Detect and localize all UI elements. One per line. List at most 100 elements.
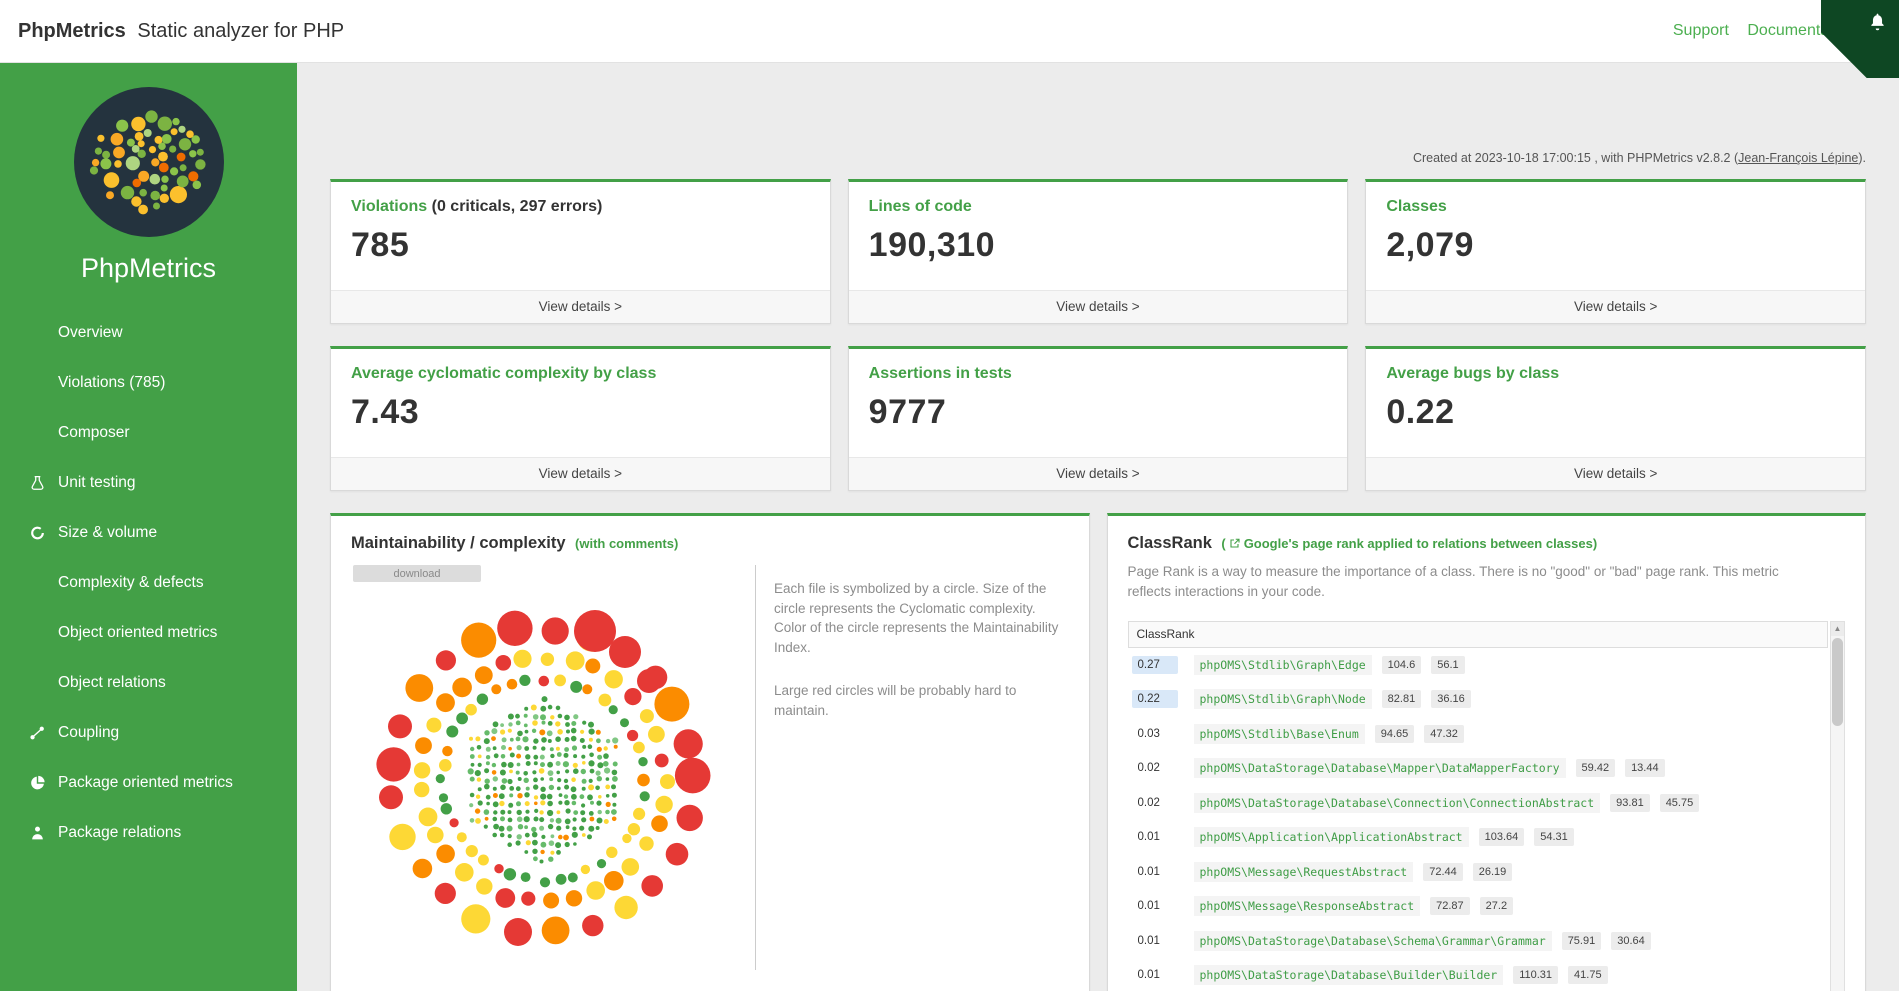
metric-chip: 41.75: [1568, 966, 1608, 985]
stat-value: 2,079: [1386, 226, 1474, 264]
stat-card-assertions-in-tests: Assertions in tests 9777 View details >: [847, 346, 1349, 491]
sidebar-item-overview[interactable]: Overview: [58, 324, 123, 341]
metric-chip: 26.19: [1472, 862, 1513, 881]
author-link[interactable]: Jean-François Lépine: [1738, 151, 1859, 165]
classrank-rank: 0.01: [1137, 900, 1160, 913]
sidebar-item-coupling[interactable]: Coupling: [0, 708, 297, 758]
metric-chip: 103.64: [1478, 828, 1525, 847]
classrank-subtitle: (Google's page rank applied to relations…: [1221, 536, 1598, 551]
maintainability-card: Maintainability / complexity (with comme…: [330, 513, 1090, 991]
view-details-link[interactable]: View details >: [331, 290, 830, 323]
stat-card-avg-bugs: Average bugs by class 0.22 View details …: [1365, 346, 1866, 491]
metric-chip: 45.75: [1659, 793, 1700, 812]
classrank-rank: 0.01: [1137, 934, 1160, 947]
view-details-link[interactable]: View details >: [1366, 457, 1865, 490]
maintainability-description: Each file is symbolized by a circle. Siz…: [755, 565, 1077, 970]
classrank-class-link[interactable]: phpOMS\DataStorage\Database\Connection\C…: [1193, 792, 1601, 813]
table-row: 0.27 phpOMS\Stdlib\Graph\Edge 104.6 56.1: [1128, 648, 1829, 683]
metric-chip: 36.16: [1431, 690, 1471, 709]
scroll-thumb[interactable]: [1832, 637, 1843, 726]
table-row: 0.22 phpOMS\Stdlib\Graph\Node 82.81 36.1…: [1128, 682, 1829, 717]
sidebar: PhpMetrics Overview Violations (785) Com…: [0, 63, 297, 991]
classrank-rank: 0.03: [1137, 727, 1160, 740]
sidebar-item-package-oriented-metrics[interactable]: Package oriented metrics: [0, 758, 297, 808]
table-scrollbar[interactable]: ▲: [1830, 620, 1845, 991]
stat-value: 9777: [868, 393, 947, 431]
classrank-rank: 0.22: [1131, 690, 1178, 709]
metric-chip: 94.65: [1374, 724, 1415, 743]
classrank-class-link[interactable]: phpOMS\Stdlib\Graph\Node: [1193, 689, 1372, 710]
stat-value: 190,310: [868, 226, 996, 264]
stat-card-avg-cyclomatic-complexity: Average cyclomatic complexity by class 7…: [330, 346, 831, 491]
brand-subtitle: Static analyzer for PHP: [137, 19, 345, 42]
stat-card-lines-of-code: Lines of code 190,310 View details >: [847, 179, 1349, 324]
main-content: Created at 2023-10-18 17:00:15 , with PH…: [297, 63, 1899, 991]
view-details-link[interactable]: View details >: [331, 457, 830, 490]
maintainability-chart[interactable]: [353, 585, 733, 970]
classrank-rank: 0.01: [1137, 969, 1160, 982]
sidebar-item-unit-testing[interactable]: Unit testing: [0, 458, 297, 508]
stat-cards: Violations (0 criticals, 297 errors) 785…: [330, 179, 1866, 491]
sidebar-item-size-volume[interactable]: Size & volume: [0, 508, 297, 558]
classrank-rank: 0.01: [1137, 865, 1160, 878]
classrank-class-link[interactable]: phpOMS\DataStorage\Database\Schema\Gramm…: [1193, 930, 1552, 951]
scroll-up-button[interactable]: ▲: [1831, 621, 1844, 636]
donut-icon: [29, 525, 46, 542]
classrank-card: ClassRank (Google's page rank applied to…: [1106, 513, 1866, 991]
classrank-class-link[interactable]: phpOMS\Stdlib\Graph\Edge: [1193, 654, 1372, 675]
bottom-panels: Maintainability / complexity (with comme…: [330, 513, 1866, 991]
classrank-class-link[interactable]: phpOMS\DataStorage\Database\Builder\Buil…: [1193, 965, 1504, 986]
created-at: Created at 2023-10-18 17:00:15 , with PH…: [330, 63, 1866, 165]
view-details-link[interactable]: View details >: [848, 457, 1348, 490]
classrank-subtitle-link[interactable]: Google's page rank applied to relations …: [1243, 536, 1593, 551]
stat-card-classes: Classes 2,079 View details >: [1365, 179, 1866, 324]
table-row: 0.01 phpOMS\Message\RequestAbstract 72.4…: [1128, 855, 1829, 890]
classrank-description: Page Rank is a way to measure the import…: [1127, 564, 1779, 600]
sidebar-item-complexity-defects[interactable]: Complexity & defects: [58, 574, 204, 591]
metric-chip: 13.44: [1625, 759, 1665, 778]
stat-title: Violations (0 criticals, 297 errors): [351, 198, 603, 215]
corner-ribbon[interactable]: [1821, 0, 1899, 78]
logo[interactable]: [73, 87, 224, 237]
sidebar-item-object-relations[interactable]: Object relations: [58, 674, 166, 691]
table-row: 0.03 phpOMS\Stdlib\Base\Enum 94.65 47.32: [1128, 717, 1829, 752]
maintainability-desc-1: Each file is symbolized by a circle. Siz…: [774, 581, 1059, 655]
classrank-rank: 0.01: [1137, 831, 1160, 844]
classrank-title: ClassRank: [1127, 534, 1212, 552]
metric-chip: 54.31: [1534, 828, 1574, 847]
table-row: 0.01 phpOMS\Message\ResponseAbstract 72.…: [1128, 889, 1829, 924]
metric-chip: 47.32: [1424, 724, 1464, 743]
classrank-class-link[interactable]: phpOMS\Message\RequestAbstract: [1193, 861, 1414, 882]
sidebar-menu: Overview Violations (785) Composer Unit …: [0, 308, 297, 858]
metric-chip: 75.91: [1561, 931, 1602, 950]
metric-chip: 56.1: [1431, 655, 1465, 674]
view-details-link[interactable]: View details >: [848, 290, 1348, 323]
maintainability-desc-2: Large red circles will be probably hard …: [774, 683, 1017, 718]
metric-chip: 82.81: [1381, 690, 1422, 709]
classrank-class-link[interactable]: phpOMS\Stdlib\Base\Enum: [1193, 723, 1365, 744]
stat-title: Lines of code: [868, 198, 972, 215]
stat-value: 0.22: [1386, 393, 1455, 431]
sidebar-item-composer[interactable]: Composer: [58, 424, 130, 441]
sidebar-item-object-oriented-metrics[interactable]: Object oriented metrics: [58, 624, 218, 641]
logo-bubbles: [89, 110, 206, 215]
classrank-class-link[interactable]: phpOMS\DataStorage\Database\Mapper\DataM…: [1193, 758, 1566, 779]
classrank-class-link[interactable]: phpOMS\Application\ApplicationAbstract: [1193, 827, 1469, 848]
classrank-rank: 0.27: [1131, 655, 1178, 674]
stat-card-violations: Violations (0 criticals, 297 errors) 785…: [330, 179, 831, 324]
classrank-class-link[interactable]: phpOMS\Message\ResponseAbstract: [1193, 896, 1421, 917]
classrank-rank: 0.02: [1137, 796, 1160, 809]
stat-title: Assertions in tests: [868, 365, 1012, 382]
support-link[interactable]: Support: [1672, 22, 1729, 39]
bell-icon: [1871, 13, 1884, 31]
table-header: ClassRank: [1127, 620, 1828, 648]
nodes-icon: [29, 725, 46, 742]
created-text: Created at 2023-10-18 17:00:15 , with PH…: [1412, 151, 1739, 165]
sidebar-item-package-relations[interactable]: Package relations: [0, 808, 297, 858]
sidebar-item-violations[interactable]: Violations (785): [58, 374, 166, 391]
view-details-link[interactable]: View details >: [1366, 290, 1865, 323]
table-row: 0.01 phpOMS\DataStorage\Database\Builder…: [1128, 958, 1829, 991]
stat-value: 785: [351, 226, 410, 264]
download-button[interactable]: download: [353, 565, 481, 582]
metric-chip: 30.64: [1611, 931, 1651, 950]
